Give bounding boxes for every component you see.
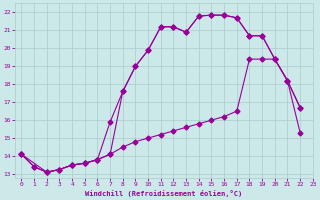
X-axis label: Windchill (Refroidissement éolien,°C): Windchill (Refroidissement éolien,°C) xyxy=(85,190,243,197)
